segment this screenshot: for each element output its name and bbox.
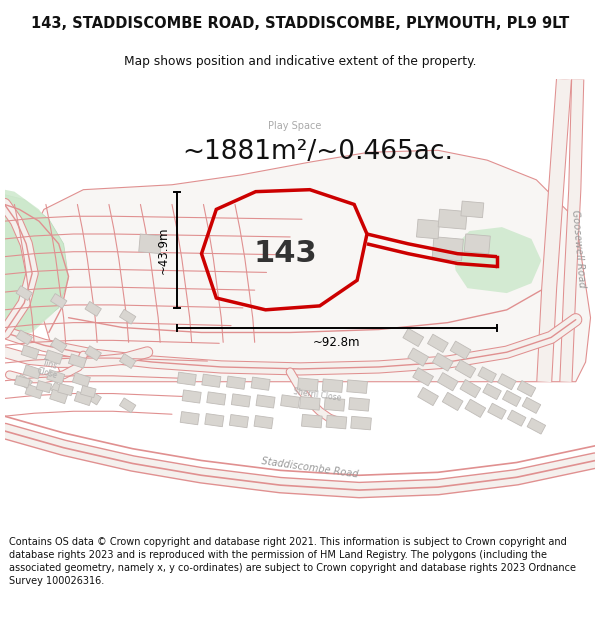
Polygon shape: [182, 390, 201, 403]
Polygon shape: [351, 416, 371, 430]
Polygon shape: [16, 374, 32, 389]
Polygon shape: [5, 194, 68, 338]
Polygon shape: [256, 395, 275, 408]
Text: 143, STADDISCOMBE ROAD, STADDISCOMBE, PLYMOUTH, PL9 9LT: 143, STADDISCOMBE ROAD, STADDISCOMBE, PL…: [31, 16, 569, 31]
Polygon shape: [50, 294, 67, 308]
Polygon shape: [119, 309, 136, 324]
Polygon shape: [50, 338, 67, 352]
Text: ~1881m²/~0.465ac.: ~1881m²/~0.465ac.: [182, 139, 453, 165]
Polygon shape: [488, 403, 506, 419]
Polygon shape: [522, 398, 541, 413]
Polygon shape: [232, 394, 250, 407]
Polygon shape: [74, 391, 92, 406]
Polygon shape: [347, 380, 367, 393]
Polygon shape: [432, 237, 463, 261]
Polygon shape: [527, 418, 545, 434]
Polygon shape: [36, 381, 52, 392]
Polygon shape: [16, 286, 32, 301]
Polygon shape: [251, 377, 270, 390]
Polygon shape: [455, 360, 476, 378]
Polygon shape: [298, 378, 318, 391]
Polygon shape: [442, 392, 463, 411]
Polygon shape: [85, 301, 101, 316]
Text: Tins
Close: Tins Close: [37, 357, 61, 381]
Polygon shape: [408, 348, 428, 366]
Polygon shape: [29, 150, 590, 382]
Text: Goosewell Road: Goosewell Road: [571, 209, 587, 288]
Polygon shape: [139, 234, 162, 254]
Polygon shape: [461, 201, 484, 217]
Polygon shape: [180, 412, 199, 425]
Polygon shape: [464, 234, 490, 254]
Polygon shape: [478, 367, 496, 383]
Polygon shape: [5, 189, 65, 338]
Polygon shape: [14, 376, 30, 388]
Polygon shape: [322, 379, 343, 392]
Polygon shape: [25, 384, 43, 399]
Polygon shape: [47, 369, 65, 384]
Polygon shape: [21, 345, 39, 359]
Polygon shape: [73, 372, 91, 387]
Polygon shape: [50, 389, 68, 404]
Polygon shape: [416, 219, 440, 239]
Polygon shape: [202, 374, 221, 388]
Polygon shape: [517, 381, 536, 397]
Text: Contains OS data © Crown copyright and database right 2021. This information is : Contains OS data © Crown copyright and d…: [9, 537, 576, 586]
Polygon shape: [119, 398, 136, 412]
Polygon shape: [324, 398, 345, 411]
Polygon shape: [226, 376, 245, 389]
Polygon shape: [177, 372, 196, 386]
Polygon shape: [16, 330, 32, 345]
Polygon shape: [418, 388, 439, 406]
Polygon shape: [281, 395, 299, 408]
Polygon shape: [326, 416, 347, 429]
Text: ~43.9m: ~43.9m: [157, 226, 170, 274]
Polygon shape: [433, 353, 453, 371]
Polygon shape: [229, 414, 248, 428]
Polygon shape: [299, 397, 320, 410]
Text: Staddiscombe Road: Staddiscombe Road: [261, 456, 359, 479]
Polygon shape: [207, 392, 226, 405]
Text: Play Space: Play Space: [268, 121, 322, 131]
Polygon shape: [438, 209, 467, 229]
Polygon shape: [465, 399, 485, 418]
Polygon shape: [413, 368, 433, 386]
Polygon shape: [508, 410, 526, 426]
Text: 143: 143: [253, 239, 317, 268]
Polygon shape: [23, 365, 41, 379]
Text: ~92.8m: ~92.8m: [313, 336, 361, 349]
Polygon shape: [450, 341, 471, 359]
Text: Sherril Close: Sherril Close: [293, 387, 342, 402]
Polygon shape: [58, 384, 73, 396]
Polygon shape: [85, 346, 101, 361]
Polygon shape: [205, 414, 224, 427]
Polygon shape: [452, 227, 541, 293]
Text: Map shows position and indicative extent of the property.: Map shows position and indicative extent…: [124, 56, 476, 68]
Polygon shape: [254, 416, 273, 429]
Polygon shape: [437, 372, 458, 391]
Polygon shape: [119, 354, 136, 369]
Polygon shape: [460, 379, 481, 398]
Polygon shape: [80, 386, 96, 398]
Polygon shape: [85, 390, 101, 405]
Polygon shape: [427, 334, 448, 352]
Polygon shape: [497, 374, 516, 390]
Polygon shape: [301, 414, 322, 428]
Polygon shape: [68, 354, 86, 368]
Polygon shape: [502, 391, 521, 406]
Polygon shape: [403, 328, 424, 346]
Polygon shape: [50, 382, 67, 397]
Polygon shape: [45, 350, 63, 364]
Polygon shape: [483, 384, 502, 399]
Polygon shape: [349, 398, 370, 411]
